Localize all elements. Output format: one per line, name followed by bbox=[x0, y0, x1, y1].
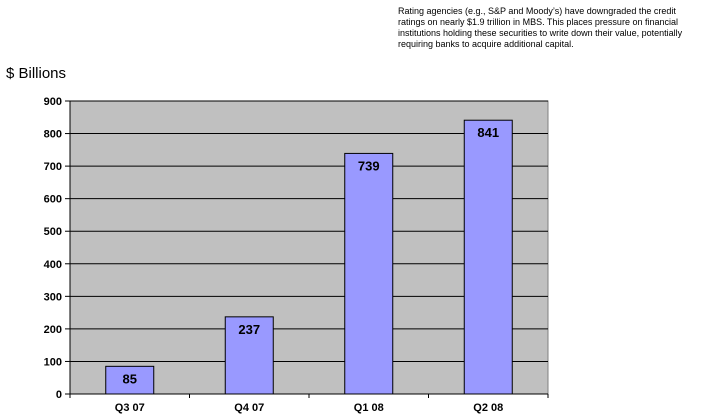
bar-q1-08 bbox=[344, 152, 394, 395]
y-axis-label: $ Billions bbox=[6, 65, 67, 82]
bar-q4-07 bbox=[224, 316, 274, 395]
y-tick-label: 600 bbox=[44, 194, 62, 206]
y-tick-label: 400 bbox=[44, 259, 62, 271]
bar-q2-08 bbox=[463, 119, 513, 395]
y-tick-label: 0 bbox=[56, 389, 62, 401]
y-tick-label: 800 bbox=[44, 129, 62, 141]
data-label: 85 bbox=[123, 371, 137, 386]
y-tick-label: 500 bbox=[44, 226, 62, 238]
y-tick-label: 300 bbox=[44, 291, 62, 303]
data-label: 841 bbox=[477, 125, 499, 140]
x-tick-label: Q1 08 bbox=[354, 402, 384, 414]
chart-annotation: Rating agencies (e.g., S&P and Moody’s) … bbox=[398, 6, 683, 49]
data-label: 237 bbox=[238, 322, 260, 337]
y-tick-label: 900 bbox=[44, 96, 62, 108]
x-tick-label: Q2 08 bbox=[473, 402, 503, 414]
x-tick-label: Q3 07 bbox=[115, 402, 145, 414]
y-tick-label: 200 bbox=[44, 324, 62, 336]
y-tick-label: 100 bbox=[44, 356, 62, 368]
data-label: 739 bbox=[358, 158, 380, 173]
y-tick-label: 700 bbox=[44, 161, 62, 173]
x-tick-label: Q4 07 bbox=[234, 402, 264, 414]
